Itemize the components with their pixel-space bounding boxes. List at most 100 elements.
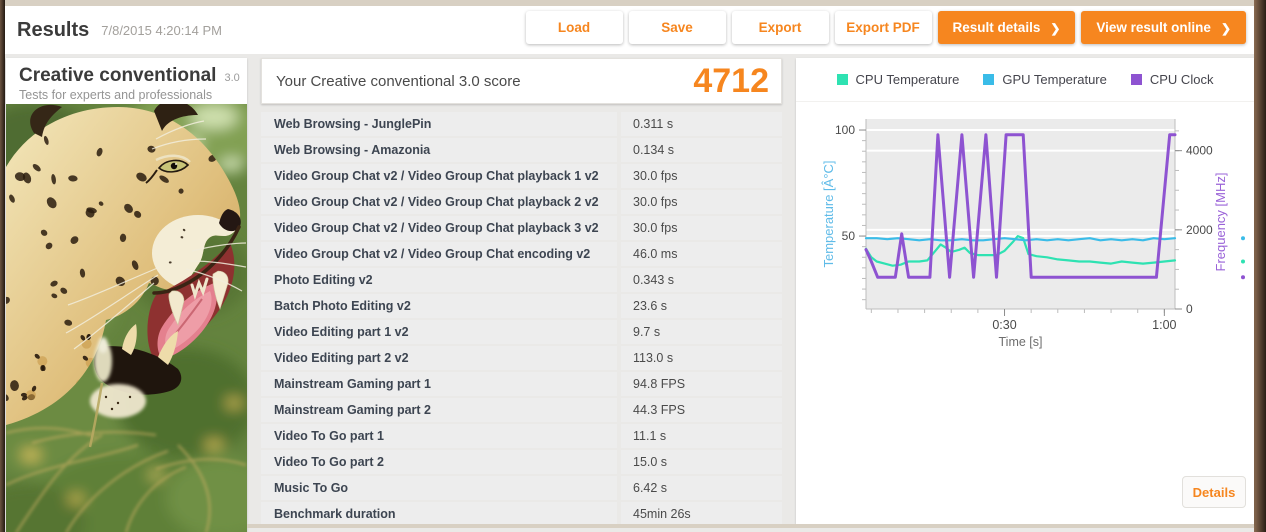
button-label: Result details (952, 20, 1041, 35)
result-row: Music To Go 6.42 s (261, 476, 782, 500)
page-title: Results (17, 18, 90, 41)
save-button[interactable]: Save (628, 11, 726, 44)
result-value: 9.7 s (621, 320, 782, 344)
svg-text:1:00: 1:00 (1152, 318, 1176, 332)
result-label: Benchmark duration (261, 502, 617, 526)
score-card: Your Creative conventional 3.0 score 471… (261, 58, 782, 104)
view-result-online-button[interactable]: View result online ❯ (1081, 11, 1246, 44)
result-value: 113.0 s (621, 346, 782, 370)
button-label: Export PDF (846, 20, 920, 35)
result-label: Video To Go part 1 (261, 424, 617, 448)
result-row: Video To Go part 1 11.1 s (261, 424, 782, 448)
result-label: Batch Photo Editing v2 (261, 294, 617, 318)
result-value: 30.0 fps (621, 216, 782, 240)
result-value: 23.6 s (621, 294, 782, 318)
result-value: 0.311 s (621, 112, 782, 136)
header-buttons: Load Save Export Export PDF Result details ❯ V… (525, 11, 1246, 44)
result-value: 15.0 s (621, 450, 782, 474)
test-subtitle: Tests for experts and professionals (19, 88, 213, 102)
result-value: 30.0 fps (621, 164, 782, 188)
legend-item: CPU Clock (1130, 72, 1214, 87)
legend-swatch (1130, 74, 1142, 85)
export-button[interactable]: Export (731, 11, 829, 44)
button-label: View result online (1096, 20, 1211, 35)
result-value: 45min 26s (621, 502, 782, 526)
result-label: Web Browsing - Amazonia (261, 138, 617, 162)
results-table: Web Browsing - JunglePin 0.311 s Web Brows… (261, 112, 782, 528)
test-image-wrap (6, 104, 247, 532)
svg-text:0: 0 (1186, 302, 1193, 316)
result-row: Mainstream Gaming part 1 94.8 FPS (261, 372, 782, 396)
result-row: Video Group Chat v2 / Video Group Chat e… (261, 242, 782, 266)
test-card: Creative conventional 3.0 Tests for expe… (6, 58, 247, 532)
chevron-right-icon: ❯ (1050, 21, 1061, 35)
result-row: Video To Go part 2 15.0 s (261, 450, 782, 474)
chart-legend: CPU Temperature GPU Temperature CPU Clock (796, 58, 1254, 102)
svg-text:50: 50 (842, 229, 856, 243)
legend-swatch (983, 74, 995, 85)
legend-label: CPU Clock (1149, 72, 1214, 87)
test-title-row: Creative conventional 3.0 (19, 65, 240, 87)
legend-label: GPU Temperature (1002, 72, 1107, 87)
result-value: 0.343 s (621, 268, 782, 292)
legend-item: GPU Temperature (983, 72, 1107, 87)
export-pdf-button[interactable]: Export PDF (834, 11, 932, 44)
svg-text:Frequency [MHz]: Frequency [MHz] (1213, 173, 1228, 272)
result-label: Video Group Chat v2 / Video Group Chat e… (261, 242, 617, 266)
result-label: Web Browsing - JunglePin (261, 112, 617, 136)
result-label: Video Editing part 1 v2 (261, 320, 617, 344)
result-label: Video Group Chat v2 / Video Group Chat p… (261, 216, 617, 240)
details-button-label: Details (1192, 484, 1236, 500)
result-label: Video Group Chat v2 / Video Group Chat p… (261, 164, 617, 188)
score-label: Your Creative conventional 3.0 score (276, 72, 521, 90)
result-row: Benchmark duration 45min 26s (261, 502, 782, 526)
result-row: Video Editing part 1 v2 9.7 s (261, 320, 782, 344)
details-button[interactable]: Details (1182, 476, 1246, 508)
bottom-divider (247, 524, 1254, 528)
load-button[interactable]: Load (525, 11, 623, 44)
result-label: Video Group Chat v2 / Video Group Chat p… (261, 190, 617, 214)
result-value: 6.42 s (621, 476, 782, 500)
performance-chart: 50 100 0 2000 4000 0:30 1:00 Temperature [Â°C] F… (821, 119, 1245, 349)
result-label: Mainstream Gaming part 2 (261, 398, 617, 422)
svg-text:Temperature [Â°C]: Temperature [Â°C] (821, 160, 836, 267)
result-row: Video Group Chat v2 / Video Group Chat p… (261, 164, 782, 188)
result-row: Video Group Chat v2 / Video Group Chat p… (261, 216, 782, 240)
svg-text:4000: 4000 (1186, 144, 1213, 158)
result-row: Video Group Chat v2 / Video Group Chat p… (261, 190, 782, 214)
svg-text:0:30: 0:30 (992, 318, 1016, 332)
result-row: Photo Editing v2 0.343 s (261, 268, 782, 292)
result-value: 0.134 s (621, 138, 782, 162)
window-edge-right (1254, 0, 1266, 532)
result-label: Mainstream Gaming part 1 (261, 372, 617, 396)
button-label: Load (557, 20, 591, 35)
result-details-button[interactable]: Result details ❯ (937, 11, 1076, 44)
test-head: Creative conventional 3.0 Tests for expe… (6, 58, 247, 104)
svg-text:Time [s]: Time [s] (999, 335, 1043, 349)
button-label: Save (661, 20, 693, 35)
legend-item: CPU Temperature (836, 72, 960, 87)
result-value: 94.8 FPS (621, 372, 782, 396)
result-row: Batch Photo Editing v2 23.6 s (261, 294, 782, 318)
score-value: 4712 (693, 62, 769, 100)
result-label: Video To Go part 2 (261, 450, 617, 474)
window-edge-left (0, 0, 5, 532)
result-value: 11.1 s (621, 424, 782, 448)
test-name: Creative conventional (19, 65, 217, 86)
result-value: 30.0 fps (621, 190, 782, 214)
svg-text:100: 100 (835, 123, 855, 137)
test-version-badge: 3.0 (224, 72, 240, 84)
result-row: Mainstream Gaming part 2 44.3 FPS (261, 398, 782, 422)
leopard-photo (6, 104, 247, 532)
chart-card: CPU Temperature GPU Temperature CPU Clock … (796, 58, 1254, 524)
legend-swatch (836, 74, 848, 85)
result-row: Video Editing part 2 v2 113.0 s (261, 346, 782, 370)
result-label: Photo Editing v2 (261, 268, 617, 292)
legend-label: CPU Temperature (855, 72, 960, 87)
results-page: Results 7/8/2015 4:20:14 PM Load Save Expo… (5, 6, 1254, 532)
button-label: Export (758, 20, 802, 35)
result-label: Video Editing part 2 v2 (261, 346, 617, 370)
chevron-right-icon: ❯ (1220, 21, 1231, 35)
result-value: 44.3 FPS (621, 398, 782, 422)
result-row: Web Browsing - Amazonia 0.134 s (261, 138, 782, 162)
